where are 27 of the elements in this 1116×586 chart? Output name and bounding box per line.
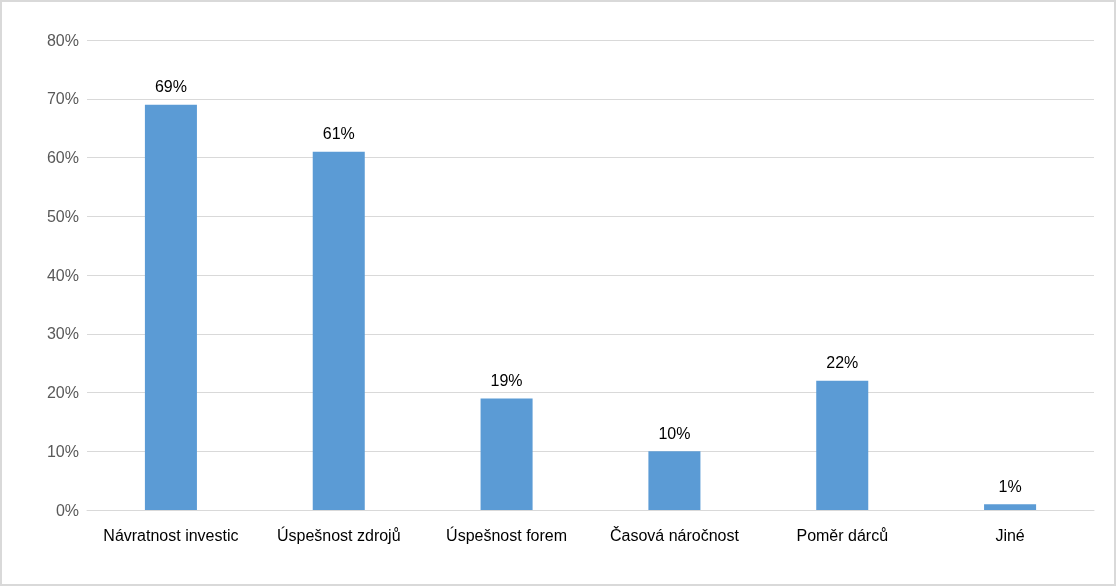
data-label: 1% (998, 477, 1022, 495)
bar (984, 504, 1037, 510)
y-tick-label: 0% (55, 501, 79, 519)
data-label: 61% (322, 125, 355, 143)
x-tick-label: Poměr dárců (796, 526, 889, 544)
x-tick-label: Návratnost investic (103, 526, 239, 544)
data-label: 22% (826, 354, 859, 372)
y-tick-label: 60% (46, 149, 79, 166)
y-tick-label: 20% (46, 384, 79, 401)
y-tick-label: 80% (46, 31, 79, 49)
data-label: 69% (154, 78, 187, 96)
y-tick-label: 30% (46, 325, 79, 343)
x-tick-label: Časová náročnost (609, 525, 740, 544)
bar (648, 451, 701, 510)
y-tick-label: 50% (46, 207, 79, 225)
x-tick-label: Úspešnost forem (446, 525, 568, 544)
y-tick-label: 40% (46, 266, 79, 284)
x-tick-label: Úspešnost zdrojů (276, 525, 401, 544)
bar (480, 398, 533, 510)
bar (312, 151, 365, 510)
bar (816, 380, 869, 510)
data-label: 19% (490, 371, 523, 389)
data-label: 10% (658, 424, 691, 442)
y-tick-label: 10% (46, 442, 79, 460)
bar (144, 104, 197, 510)
x-tick-label: Jiné (995, 526, 1025, 544)
y-tick-label: 70% (46, 90, 79, 108)
